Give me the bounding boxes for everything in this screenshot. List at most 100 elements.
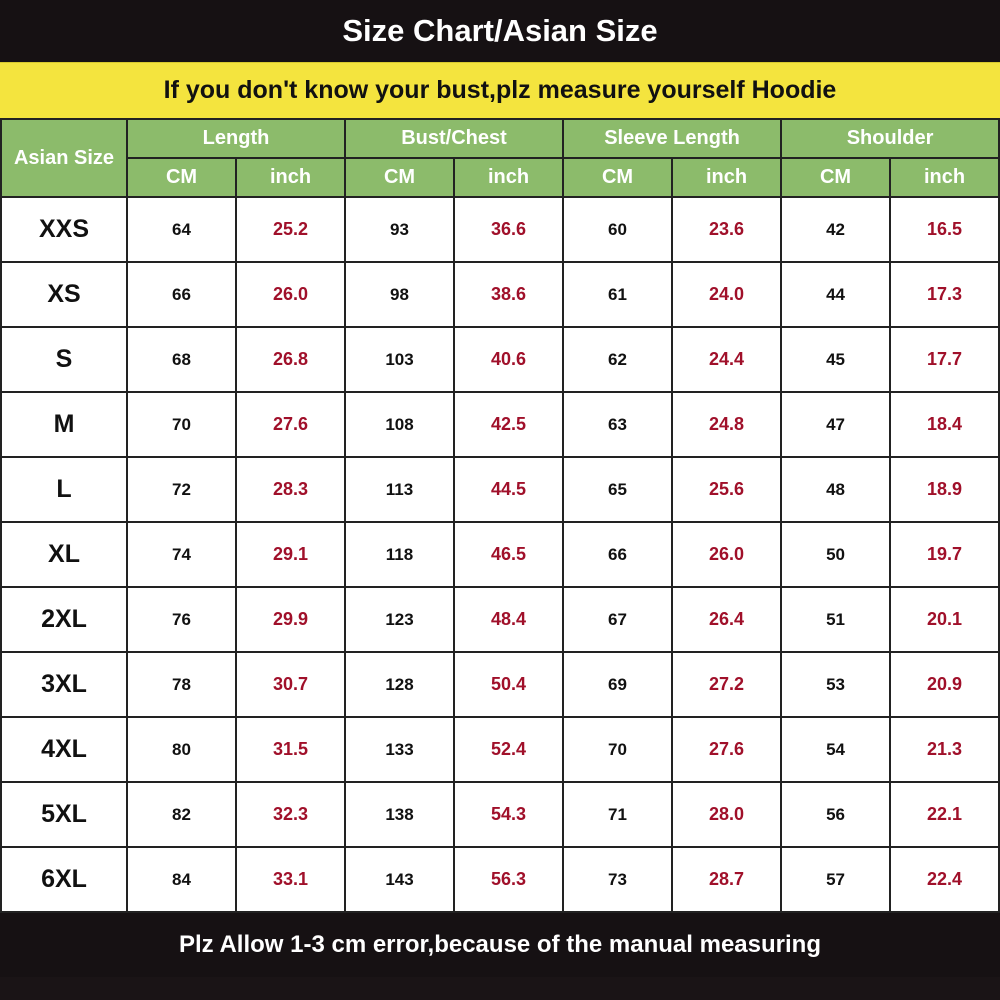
table-row: 4XL 80 31.5 133 52.4 70 27.6 54 21.3 <box>0 716 1000 783</box>
header-unit-cm: CM <box>562 157 674 198</box>
cm-value: 61 <box>562 261 674 328</box>
cm-value: 56 <box>780 781 892 848</box>
cm-value: 50 <box>780 521 892 588</box>
header-group: Shoulder <box>780 118 1000 159</box>
cm-value: 70 <box>562 716 674 783</box>
inch-value: 46.5 <box>452 521 565 588</box>
inch-value: 31.5 <box>235 716 346 783</box>
cm-value: 84 <box>126 846 237 913</box>
inch-value: 24.4 <box>671 326 783 393</box>
cm-value: 74 <box>126 521 237 588</box>
inch-value: 54.3 <box>452 781 565 848</box>
cm-value: 51 <box>780 586 892 653</box>
inch-value: 36.6 <box>452 196 565 263</box>
inch-value: 30.7 <box>235 651 346 718</box>
cm-value: 76 <box>126 586 237 653</box>
header-group: Sleeve Length <box>562 118 783 159</box>
header-unit-inch: inch <box>452 157 565 198</box>
inch-value: 22.4 <box>889 846 1000 913</box>
size-label: M <box>0 391 128 458</box>
inch-value: 27.6 <box>235 391 346 458</box>
inch-value: 28.0 <box>671 781 783 848</box>
cm-value: 118 <box>344 521 455 588</box>
cm-value: 71 <box>562 781 674 848</box>
page-title: Size Chart/Asian Size <box>0 0 1000 62</box>
size-label: 4XL <box>0 716 128 783</box>
inch-value: 27.6 <box>671 716 783 783</box>
cm-value: 123 <box>344 586 455 653</box>
cm-value: 62 <box>562 326 674 393</box>
inch-value: 17.3 <box>889 261 1000 328</box>
inch-value: 28.7 <box>671 846 783 913</box>
inch-value: 18.4 <box>889 391 1000 458</box>
inch-value: 20.9 <box>889 651 1000 718</box>
table-row: 3XL 78 30.7 128 50.4 69 27.2 53 20.9 <box>0 651 1000 718</box>
table-row: XXS 64 25.2 93 36.6 60 23.6 42 16.5 <box>0 196 1000 263</box>
cm-value: 113 <box>344 456 455 523</box>
measure-banner: If you don't know your bust,plz measure … <box>0 62 1000 118</box>
cm-value: 47 <box>780 391 892 458</box>
inch-value: 21.3 <box>889 716 1000 783</box>
size-label: S <box>0 326 128 393</box>
inch-value: 52.4 <box>452 716 565 783</box>
size-label: XXS <box>0 196 128 263</box>
header-group: Bust/Chest <box>343 118 565 159</box>
inch-value: 56.3 <box>452 846 565 913</box>
inch-value: 16.5 <box>889 196 1000 263</box>
cm-value: 82 <box>126 781 237 848</box>
cm-value: 133 <box>344 716 455 783</box>
table-row: 5XL 82 32.3 138 54.3 71 28.0 56 22.1 <box>0 781 1000 848</box>
cm-value: 60 <box>562 196 674 263</box>
inch-value: 26.4 <box>671 586 783 653</box>
inch-value: 24.0 <box>671 261 783 328</box>
cm-value: 45 <box>780 326 892 393</box>
inch-value: 26.0 <box>235 261 346 328</box>
cm-value: 48 <box>780 456 892 523</box>
cm-value: 138 <box>344 781 455 848</box>
cm-value: 53 <box>780 651 892 718</box>
size-label: 5XL <box>0 781 128 848</box>
cm-value: 93 <box>344 196 455 263</box>
size-label: L <box>0 456 128 523</box>
inch-value: 18.9 <box>889 456 1000 523</box>
inch-value: 25.2 <box>235 196 346 263</box>
cm-value: 67 <box>562 586 674 653</box>
header-unit-cm: CM <box>780 157 892 198</box>
inch-value: 33.1 <box>235 846 346 913</box>
inch-value: 26.0 <box>671 521 783 588</box>
inch-value: 20.1 <box>889 586 1000 653</box>
table-row: 2XL 76 29.9 123 48.4 67 26.4 51 20.1 <box>0 586 1000 653</box>
header-group: Length <box>126 118 346 159</box>
inch-value: 23.6 <box>671 196 783 263</box>
header-unit-inch: inch <box>889 157 1000 198</box>
inch-value: 50.4 <box>452 651 565 718</box>
inch-value: 27.2 <box>671 651 783 718</box>
cm-value: 66 <box>126 261 237 328</box>
table-row: M 70 27.6 108 42.5 63 24.8 47 18.4 <box>0 391 1000 458</box>
inch-value: 28.3 <box>235 456 346 523</box>
cm-value: 143 <box>344 846 455 913</box>
cm-value: 64 <box>126 196 237 263</box>
inch-value: 17.7 <box>889 326 1000 393</box>
cm-value: 128 <box>344 651 455 718</box>
inch-value: 25.6 <box>671 456 783 523</box>
inch-value: 38.6 <box>452 261 565 328</box>
inch-value: 40.6 <box>452 326 565 393</box>
inch-value: 42.5 <box>452 391 565 458</box>
header-asian-size: Asian Size <box>0 118 128 198</box>
cm-value: 70 <box>126 391 237 458</box>
header-unit-inch: inch <box>671 157 783 198</box>
table-row: L 72 28.3 113 44.5 65 25.6 48 18.9 <box>0 456 1000 523</box>
size-label: 3XL <box>0 651 128 718</box>
inch-value: 29.9 <box>235 586 346 653</box>
table-row: XL 74 29.1 118 46.5 66 26.0 50 19.7 <box>0 521 1000 588</box>
table-row: XS 66 26.0 98 38.6 61 24.0 44 17.3 <box>0 261 1000 328</box>
cm-value: 65 <box>562 456 674 523</box>
cm-value: 57 <box>780 846 892 913</box>
inch-value: 44.5 <box>452 456 565 523</box>
size-label: XL <box>0 521 128 588</box>
cm-value: 54 <box>780 716 892 783</box>
cm-value: 66 <box>562 521 674 588</box>
cm-value: 44 <box>780 261 892 328</box>
inch-value: 48.4 <box>452 586 565 653</box>
